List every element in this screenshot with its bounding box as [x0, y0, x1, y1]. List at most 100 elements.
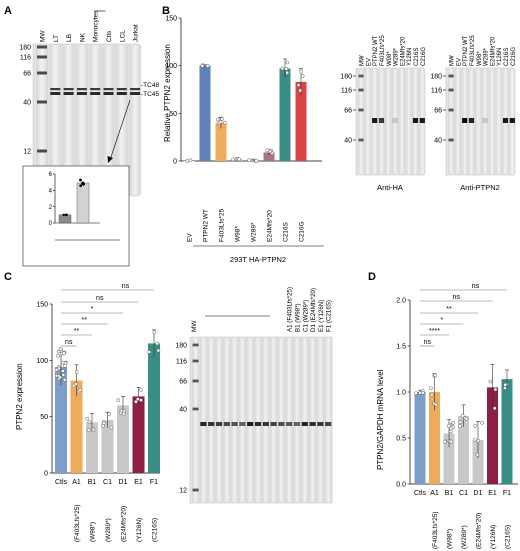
x-sub-label: (E24Mfs*20) — [121, 506, 128, 542]
ptpn2-band — [325, 422, 331, 426]
blot-lane — [254, 338, 261, 502]
data-point — [299, 70, 302, 73]
anti-ha-blot: MW EV PTPN2 WT F403Lfs*25 W98* W289* E24Mfs*20… — [340, 35, 426, 192]
blot-lane — [325, 338, 332, 502]
data-point — [139, 399, 142, 402]
data-point — [430, 393, 433, 396]
protein-band — [393, 118, 398, 123]
blot-lane — [475, 69, 481, 174]
data-point — [477, 439, 480, 442]
blot-title: Anti-PTPN2 — [460, 183, 500, 192]
isoform-ratio-inset: 0246 — [23, 166, 129, 266]
data-point — [57, 350, 60, 353]
x-tick-label: F1 — [150, 479, 158, 486]
data-point — [206, 64, 209, 67]
blot-lane — [223, 338, 230, 502]
data-point — [117, 399, 120, 402]
y-tick-label: 0 — [44, 471, 48, 478]
data-point — [153, 331, 156, 334]
lane-label: C216G — [511, 47, 517, 66]
tc45-band — [130, 92, 140, 95]
data-point — [57, 367, 60, 370]
data-point — [88, 421, 91, 424]
lane-label: D1 (E24Mfs*20) — [310, 288, 317, 332]
ptpn2-band — [255, 422, 261, 426]
tc48-label: -TC48 — [141, 82, 159, 89]
data-point — [414, 392, 417, 395]
x-tick-label: D1 — [119, 479, 128, 486]
y-tick-label: 150 — [165, 16, 177, 23]
mw-marker: 180 — [175, 343, 187, 350]
x-tick-label: Ctls — [414, 490, 427, 497]
blot-lane — [455, 69, 461, 174]
patient-blot: 180 116 66 40 12 MW A1 (F403Lfs*25) B1 (W98*) C1… — [175, 287, 332, 503]
anti-ptpn2-blot: MW EV PTPN2 WT F403Lfs*25 W98* W289* E24Mfs*20… — [430, 35, 516, 192]
y-tick-label: 0.0 — [396, 482, 406, 489]
x-sub-label: (E24Mfs*20) — [476, 513, 483, 549]
data-point — [480, 421, 483, 424]
data-point — [474, 424, 477, 427]
ptpn2-band — [224, 422, 230, 426]
lane-label: EV — [456, 58, 462, 66]
inset-point — [82, 183, 85, 186]
data-point — [156, 342, 159, 345]
ptpn2-band — [286, 422, 292, 426]
data-point — [157, 349, 160, 352]
mw-band — [359, 89, 364, 92]
y-axis-label: PTPN2 expression — [15, 363, 24, 430]
lane-label: F403Lfs*25 — [380, 35, 386, 66]
x-sub-label: (C216S) — [152, 518, 159, 542]
ptpn2-band — [247, 422, 253, 426]
bar — [502, 379, 513, 484]
x-tick-label: PTPN2 WT — [203, 209, 210, 242]
x-sub-label: (W98*) — [447, 529, 454, 549]
x-sub-label: (W98*) — [90, 522, 97, 542]
x-tick-label: W98* — [235, 226, 242, 242]
sig-label: * — [440, 317, 443, 324]
x-sub-label: (F403Lfs*25) — [432, 511, 439, 549]
data-point — [286, 71, 289, 74]
protein-band — [510, 118, 515, 123]
sig-label: ns — [122, 283, 130, 290]
data-point — [223, 121, 226, 124]
lane-label: F1 (C216S) — [326, 300, 333, 332]
protein-band — [462, 118, 467, 123]
tc48-band — [90, 88, 100, 90]
mw-marker: 66 — [23, 71, 31, 78]
lane-label: W289* — [484, 47, 490, 66]
data-point — [201, 64, 204, 67]
sig-label: **** — [429, 328, 440, 335]
mw-marker: 116 — [20, 55, 31, 62]
data-point — [110, 426, 113, 429]
blot-title: Anti-HA — [377, 183, 403, 192]
tc45-label: -TC45 — [141, 91, 159, 98]
data-point — [489, 380, 492, 383]
y-tick-label: 150 — [36, 302, 48, 309]
data-point — [72, 384, 75, 387]
y-tick-label: 0.5 — [396, 436, 406, 443]
blot-lane — [301, 338, 308, 502]
mw-marker: 40 — [179, 407, 187, 414]
tc45-band — [117, 92, 127, 95]
x-tick-label: EV — [187, 233, 194, 242]
blot-lane — [293, 338, 300, 502]
ptpn2-expression-chart: 050100150PTPN2 expressionCtls A1(F403Lfs*… — [15, 283, 160, 542]
inset-frame — [23, 166, 129, 266]
protein-band — [372, 118, 377, 123]
x-sub-label: (C216S) — [505, 525, 512, 549]
blot-lane — [489, 69, 495, 174]
data-point — [248, 159, 251, 162]
mw-marker: 180 — [430, 74, 442, 81]
ptpn2-band — [271, 422, 277, 426]
y-axis-label: Relative PTPN2 expression — [163, 44, 172, 142]
data-point — [301, 74, 304, 77]
inset-point — [65, 214, 67, 216]
y-tick-label: 1.5 — [396, 344, 406, 351]
tc48-band — [77, 88, 87, 90]
lane-label: W98* — [477, 51, 483, 66]
blot-lane — [247, 338, 254, 502]
protein-band — [469, 118, 474, 123]
x-sub-label: (W289*) — [105, 518, 112, 542]
x-tick-label: W289* — [251, 222, 258, 242]
